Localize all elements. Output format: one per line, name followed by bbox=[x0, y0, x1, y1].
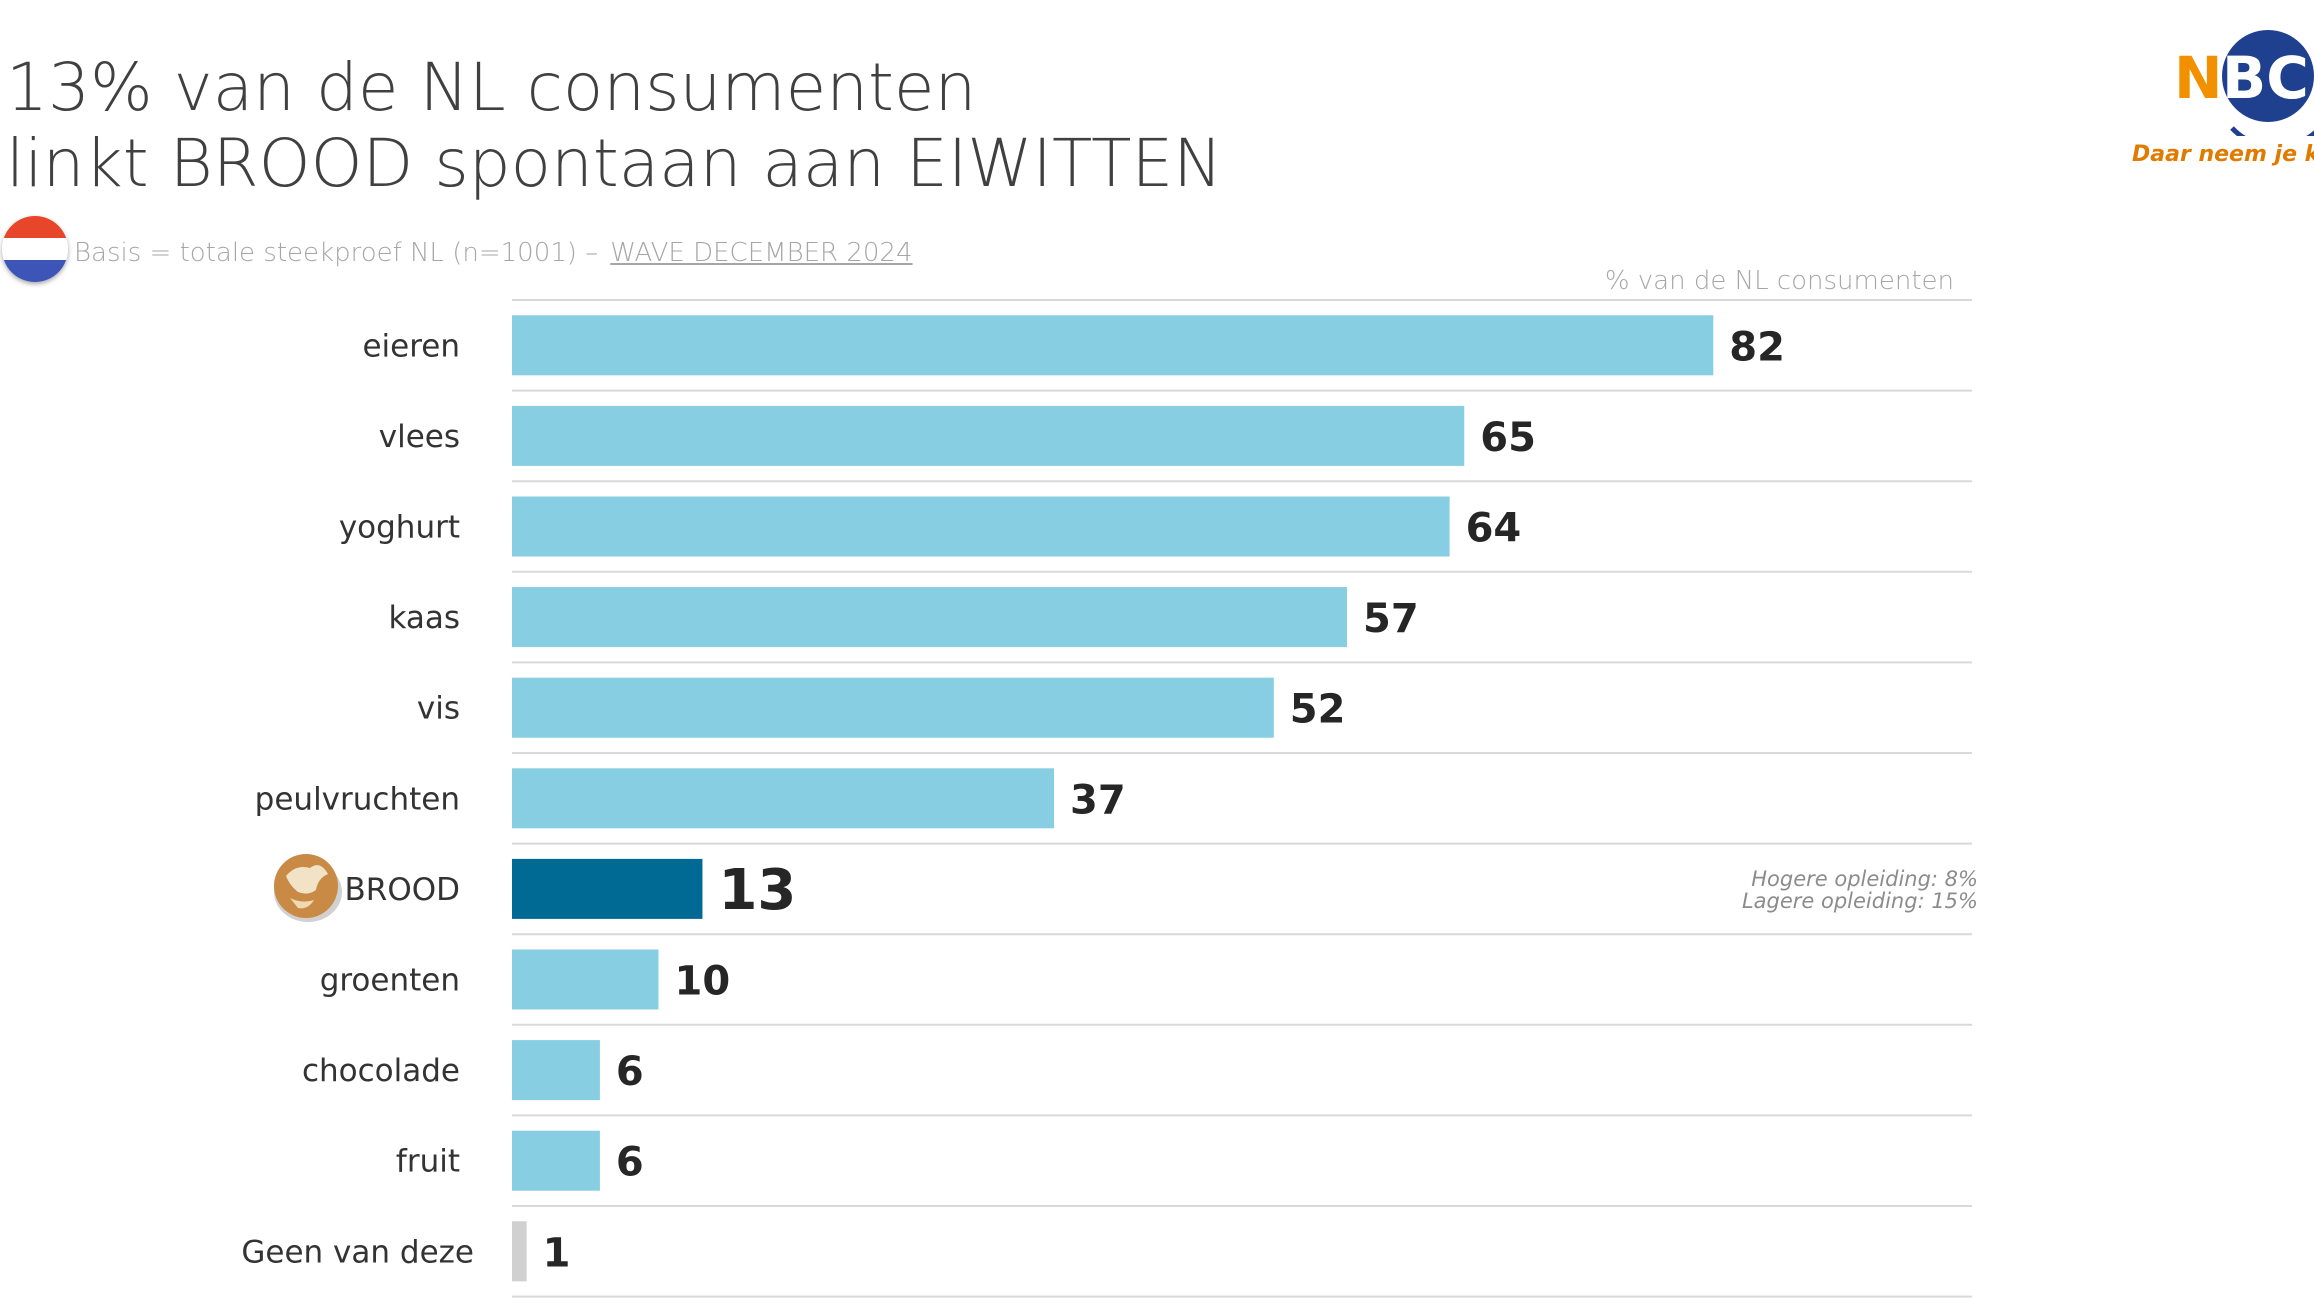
category-label: groenten bbox=[320, 963, 460, 999]
education-note: Hogere opleiding: 8% Lagere opleiding: 1… bbox=[1742, 868, 1978, 912]
data-label: 6 bbox=[616, 1140, 644, 1186]
flag-stripe-red bbox=[2, 216, 68, 238]
category-label: vis bbox=[417, 691, 460, 727]
bar bbox=[512, 858, 703, 919]
flag-stripe-blue bbox=[2, 260, 68, 282]
bar bbox=[512, 496, 1450, 557]
data-label: 10 bbox=[675, 959, 731, 1005]
category-label: yoghurt bbox=[339, 510, 460, 546]
category-label: BROOD bbox=[345, 872, 460, 908]
bar bbox=[512, 1040, 600, 1101]
data-label: 57 bbox=[1363, 596, 1419, 642]
unit-label: % van de NL consumenten bbox=[1604, 266, 1954, 296]
bar bbox=[512, 677, 1274, 738]
bar bbox=[512, 768, 1055, 829]
basis-note: Basis = totale steekproef NL (n=1001) – W… bbox=[74, 238, 913, 268]
bar bbox=[512, 949, 659, 1010]
data-label: 64 bbox=[1466, 506, 1522, 552]
category-label: eieren bbox=[362, 328, 460, 364]
category-label: chocolade bbox=[302, 1053, 460, 1089]
nbc-logo-icon: N BC bbox=[2174, 30, 2314, 136]
wave-label: WAVE DECEMBER 2024 bbox=[610, 238, 913, 268]
title-line-2: linkt BROOD spontaan aan EIWITTEN bbox=[6, 125, 1223, 202]
title-line-1: 13% van de NL consumenten bbox=[6, 49, 977, 126]
flag-stripe-white bbox=[2, 238, 68, 260]
data-label: 82 bbox=[1729, 324, 1785, 370]
data-label: 13 bbox=[718, 858, 796, 923]
logo-tagline: Daar neem je ken bbox=[2132, 142, 2314, 167]
category-label: vlees bbox=[379, 419, 460, 455]
bread-icon bbox=[274, 854, 342, 922]
data-label: 1 bbox=[543, 1230, 571, 1276]
page-title: 13% van de NL consumenten linkt BROOD sp… bbox=[6, 50, 1223, 202]
category-label: peulvruchten bbox=[255, 781, 460, 817]
note-line-2: Lagere opleiding: 15% bbox=[1741, 889, 1978, 913]
nbc-logo: N BC Daar neem je ken bbox=[2120, 18, 2314, 168]
bar bbox=[512, 405, 1465, 466]
data-label: 52 bbox=[1290, 687, 1346, 733]
svg-text:BC: BC bbox=[2222, 44, 2309, 112]
bar bbox=[512, 315, 1714, 376]
data-label: 6 bbox=[616, 1049, 644, 1095]
bar bbox=[512, 587, 1348, 648]
category-label: Geen van deze bbox=[241, 1234, 474, 1270]
basis-text: Basis = totale steekproef NL (n=1001) – bbox=[74, 238, 599, 268]
category-label: kaas bbox=[388, 600, 460, 636]
netherlands-flag-icon bbox=[2, 216, 68, 282]
bar bbox=[512, 1130, 600, 1191]
svg-text:N: N bbox=[2174, 44, 2223, 112]
category-label: fruit bbox=[396, 1144, 460, 1180]
data-label: 37 bbox=[1070, 777, 1126, 823]
note-line-1: Hogere opleiding: 8% bbox=[1751, 867, 1978, 891]
bar bbox=[512, 1221, 527, 1282]
data-label: 65 bbox=[1480, 415, 1536, 461]
